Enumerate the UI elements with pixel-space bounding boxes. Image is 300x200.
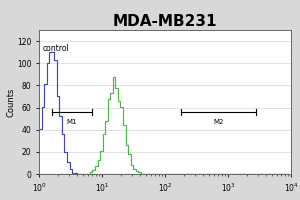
Text: M2: M2 [213, 119, 224, 125]
Text: control: control [43, 44, 70, 53]
Title: MDA-MB231: MDA-MB231 [113, 14, 217, 29]
Y-axis label: Counts: Counts [7, 87, 16, 117]
Text: M1: M1 [67, 119, 77, 125]
